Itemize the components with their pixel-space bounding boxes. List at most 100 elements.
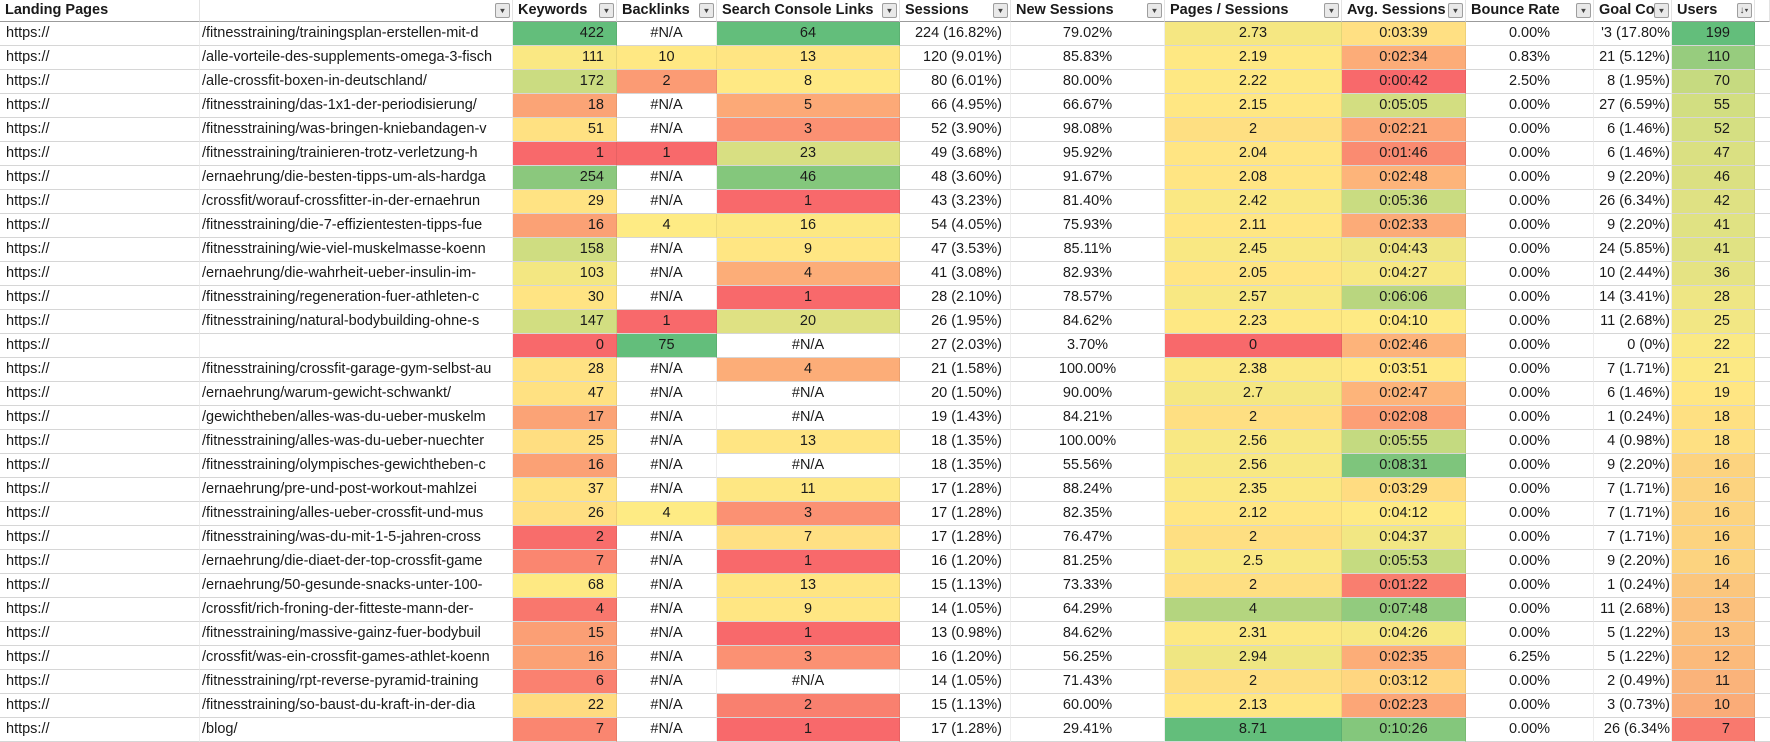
cell-empty-edge[interactable] bbox=[1755, 358, 1770, 382]
cell-landing-page-prefix[interactable]: https:// bbox=[0, 94, 200, 118]
cell-landing-page-path[interactable]: /fitnesstraining/alles-was-du-ueber-nuec… bbox=[200, 430, 513, 454]
cell-bounce-rate[interactable]: 0.00% bbox=[1466, 574, 1594, 598]
cell-landing-page-path[interactable]: /fitnesstraining/regeneration-fuer-athle… bbox=[200, 286, 513, 310]
cell-bounce-rate[interactable]: 0.00% bbox=[1466, 190, 1594, 214]
cell-backlinks[interactable]: #N/A bbox=[617, 166, 717, 190]
cell-pages-per-session[interactable]: 2.38 bbox=[1165, 358, 1342, 382]
cell-keywords[interactable]: 158 bbox=[513, 238, 617, 262]
cell-users[interactable]: 13 bbox=[1672, 622, 1755, 646]
cell-keywords[interactable]: 147 bbox=[513, 310, 617, 334]
cell-landing-page-path[interactable]: /fitnesstraining/so-baust-du-kraft-in-de… bbox=[200, 694, 513, 718]
cell-empty-edge[interactable] bbox=[1755, 22, 1770, 46]
cell-sessions[interactable]: 21 (1.58%) bbox=[900, 358, 1011, 382]
cell-keywords[interactable]: 103 bbox=[513, 262, 617, 286]
cell-goal-completions[interactable]: 3 (0.73%) bbox=[1594, 694, 1672, 718]
cell-sessions[interactable]: 15 (1.13%) bbox=[900, 574, 1011, 598]
cell-search-console-links[interactable]: #N/A bbox=[717, 454, 900, 478]
cell-empty-edge[interactable] bbox=[1755, 334, 1770, 358]
cell-new-sessions[interactable]: 55.56% bbox=[1011, 454, 1165, 478]
cell-goal-completions[interactable]: 6 (1.46%) bbox=[1594, 142, 1672, 166]
cell-landing-page-path[interactable]: /fitnesstraining/alles-ueber-crossfit-un… bbox=[200, 502, 513, 526]
cell-users[interactable]: 46 bbox=[1672, 166, 1755, 190]
cell-empty-edge[interactable] bbox=[1755, 454, 1770, 478]
cell-sessions[interactable]: 17 (1.28%) bbox=[900, 718, 1011, 742]
cell-bounce-rate[interactable]: 0.00% bbox=[1466, 118, 1594, 142]
cell-goal-completions[interactable]: 21 (5.12%) bbox=[1594, 46, 1672, 70]
cell-bounce-rate[interactable]: 0.00% bbox=[1466, 670, 1594, 694]
cell-backlinks[interactable]: 1 bbox=[617, 142, 717, 166]
cell-bounce-rate[interactable]: 0.00% bbox=[1466, 238, 1594, 262]
cell-sessions[interactable]: 224 (16.82%) bbox=[900, 22, 1011, 46]
cell-sessions[interactable]: 49 (3.68%) bbox=[900, 142, 1011, 166]
cell-landing-page-prefix[interactable]: https:// bbox=[0, 406, 200, 430]
cell-new-sessions[interactable]: 95.92% bbox=[1011, 142, 1165, 166]
cell-goal-completions[interactable]: 24 (5.85%) bbox=[1594, 238, 1672, 262]
cell-landing-page-path[interactable]: /gewichtheben/alles-was-du-ueber-muskelm bbox=[200, 406, 513, 430]
cell-empty-edge[interactable] bbox=[1755, 166, 1770, 190]
cell-keywords[interactable]: 51 bbox=[513, 118, 617, 142]
cell-bounce-rate[interactable]: 0.00% bbox=[1466, 454, 1594, 478]
cell-new-sessions[interactable]: 84.21% bbox=[1011, 406, 1165, 430]
cell-avg-session-duration[interactable]: 0:00:42 bbox=[1342, 70, 1466, 94]
cell-landing-page-path[interactable]: /fitnesstraining/crossfit-garage-gym-sel… bbox=[200, 358, 513, 382]
cell-backlinks[interactable]: #N/A bbox=[617, 622, 717, 646]
cell-avg-session-duration[interactable]: 0:10:26 bbox=[1342, 718, 1466, 742]
cell-new-sessions[interactable]: 90.00% bbox=[1011, 382, 1165, 406]
cell-empty-edge[interactable] bbox=[1755, 262, 1770, 286]
cell-backlinks[interactable]: #N/A bbox=[617, 694, 717, 718]
cell-sessions[interactable]: 15 (1.13%) bbox=[900, 694, 1011, 718]
cell-users[interactable]: 12 bbox=[1672, 646, 1755, 670]
filter-dropdown-icon[interactable]: ▼ bbox=[1576, 3, 1591, 18]
cell-pages-per-session[interactable]: 2.73 bbox=[1165, 22, 1342, 46]
cell-empty-edge[interactable] bbox=[1755, 646, 1770, 670]
cell-landing-page-prefix[interactable]: https:// bbox=[0, 142, 200, 166]
cell-empty-edge[interactable] bbox=[1755, 214, 1770, 238]
cell-backlinks[interactable]: #N/A bbox=[617, 574, 717, 598]
cell-empty-edge[interactable] bbox=[1755, 406, 1770, 430]
cell-landing-page-path[interactable]: /fitnesstraining/trainieren-trotz-verlet… bbox=[200, 142, 513, 166]
cell-empty-edge[interactable] bbox=[1755, 622, 1770, 646]
cell-landing-page-prefix[interactable]: https:// bbox=[0, 502, 200, 526]
cell-backlinks[interactable]: #N/A bbox=[617, 238, 717, 262]
cell-goal-completions[interactable]: 1 (0.24%) bbox=[1594, 574, 1672, 598]
cell-users[interactable]: 42 bbox=[1672, 190, 1755, 214]
cell-empty-edge[interactable] bbox=[1755, 694, 1770, 718]
cell-landing-page-path[interactable]: /fitnesstraining/massive-gainz-fuer-body… bbox=[200, 622, 513, 646]
cell-backlinks[interactable]: 10 bbox=[617, 46, 717, 70]
cell-landing-page-path[interactable]: /ernaehrung/50-gesunde-snacks-unter-100- bbox=[200, 574, 513, 598]
cell-goal-completions[interactable]: 26 (6.34% bbox=[1594, 718, 1672, 742]
cell-pages-per-session[interactable]: 2.08 bbox=[1165, 166, 1342, 190]
cell-landing-page-prefix[interactable]: https:// bbox=[0, 526, 200, 550]
cell-backlinks[interactable]: #N/A bbox=[617, 430, 717, 454]
cell-goal-completions[interactable]: 6 (1.46%) bbox=[1594, 118, 1672, 142]
cell-backlinks[interactable]: #N/A bbox=[617, 94, 717, 118]
cell-pages-per-session[interactable]: 2.94 bbox=[1165, 646, 1342, 670]
cell-new-sessions[interactable]: 84.62% bbox=[1011, 622, 1165, 646]
cell-landing-page-path[interactable]: /fitnesstraining/rpt-reverse-pyramid-tra… bbox=[200, 670, 513, 694]
cell-pages-per-session[interactable]: 4 bbox=[1165, 598, 1342, 622]
cell-backlinks[interactable]: #N/A bbox=[617, 550, 717, 574]
cell-keywords[interactable]: 4 bbox=[513, 598, 617, 622]
cell-landing-page-prefix[interactable]: https:// bbox=[0, 382, 200, 406]
cell-empty-edge[interactable] bbox=[1755, 118, 1770, 142]
cell-new-sessions[interactable]: 80.00% bbox=[1011, 70, 1165, 94]
cell-new-sessions[interactable]: 100.00% bbox=[1011, 430, 1165, 454]
filter-dropdown-icon[interactable]: ▼ bbox=[993, 3, 1008, 18]
cell-pages-per-session[interactable]: 2 bbox=[1165, 406, 1342, 430]
cell-bounce-rate[interactable]: 0.00% bbox=[1466, 502, 1594, 526]
cell-search-console-links[interactable]: 8 bbox=[717, 70, 900, 94]
cell-search-console-links[interactable]: 23 bbox=[717, 142, 900, 166]
cell-new-sessions[interactable]: 78.57% bbox=[1011, 286, 1165, 310]
cell-avg-session-duration[interactable]: 0:02:46 bbox=[1342, 334, 1466, 358]
cell-keywords[interactable]: 0 bbox=[513, 334, 617, 358]
cell-empty-edge[interactable] bbox=[1755, 430, 1770, 454]
cell-bounce-rate[interactable]: 0.00% bbox=[1466, 550, 1594, 574]
cell-backlinks[interactable]: #N/A bbox=[617, 22, 717, 46]
cell-landing-page-prefix[interactable]: https:// bbox=[0, 622, 200, 646]
cell-users[interactable]: 16 bbox=[1672, 550, 1755, 574]
cell-goal-completions[interactable]: 7 (1.71%) bbox=[1594, 478, 1672, 502]
cell-search-console-links[interactable]: #N/A bbox=[717, 382, 900, 406]
cell-keywords[interactable]: 37 bbox=[513, 478, 617, 502]
cell-bounce-rate[interactable]: 0.83% bbox=[1466, 46, 1594, 70]
cell-search-console-links[interactable]: 9 bbox=[717, 238, 900, 262]
